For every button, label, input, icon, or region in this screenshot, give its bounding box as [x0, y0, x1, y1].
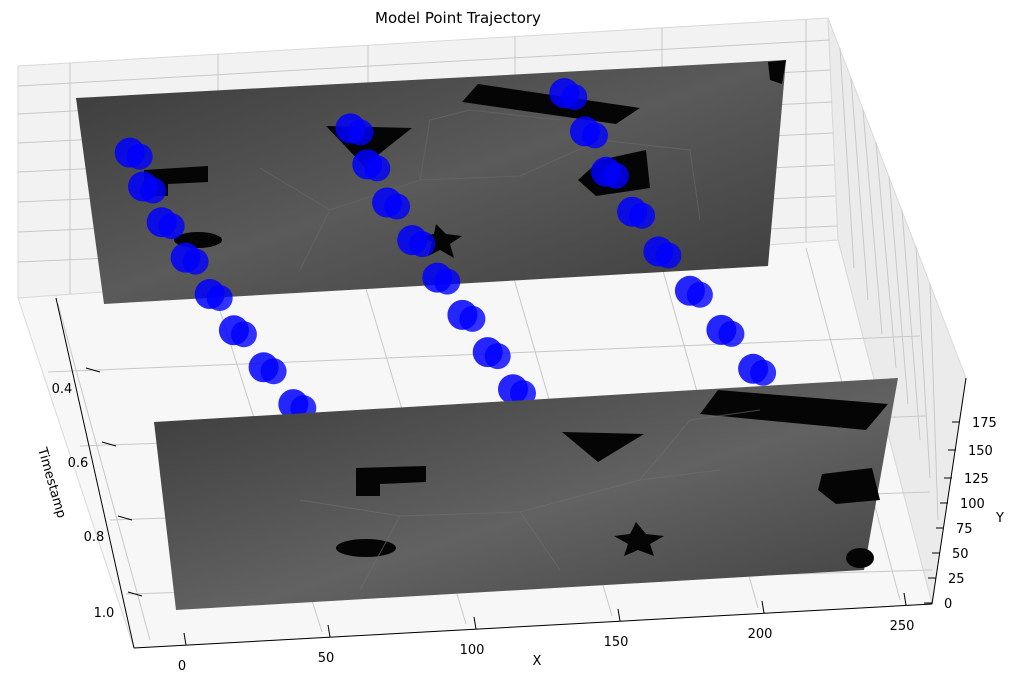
z-axis-label: Timestamp: [34, 445, 69, 520]
x-tick-label: 100: [460, 643, 485, 658]
trajectory-point: [384, 193, 411, 220]
trajectory-point: [582, 122, 608, 149]
trajectory-point: [206, 285, 233, 311]
frame-shape-star: [614, 522, 664, 556]
y-tick-label: 50: [952, 547, 969, 562]
y-tick-label: 125: [964, 472, 989, 487]
frame-shape-l-block: [356, 466, 426, 496]
trajectory-point: [347, 119, 374, 146]
x-axis-line: [133, 603, 933, 649]
tick-mark: [327, 624, 331, 638]
x-tick-label: 150: [604, 635, 629, 650]
frame-shape-rectangle: [462, 84, 640, 124]
x-tick-label: 250: [890, 619, 915, 634]
tick-mark: [903, 592, 907, 606]
tick-mark: [183, 632, 187, 646]
frame-shape-corner: [768, 60, 786, 84]
y-axis-label: Y: [995, 511, 1004, 526]
frame-shape-rectangle: [700, 390, 888, 430]
y-tick-label: 0: [944, 597, 952, 612]
trajectory-point: [182, 248, 209, 275]
z-tick-label: 0.8: [84, 530, 105, 545]
y-tick-label: 150: [968, 444, 993, 459]
frame-shape-corner: [846, 548, 874, 568]
z-axis-line: [55, 297, 135, 649]
x-axis-label: X: [533, 654, 542, 669]
trajectory-point: [140, 177, 166, 204]
x-tick-label: 200: [748, 627, 773, 642]
frame-shape-diamond: [818, 468, 880, 504]
trajectory-point: [484, 343, 511, 370]
axis-ticks: 0 50 100 150 200 250 0 25 50 75 100 125 150 175 0.4 0.6…: [52, 367, 997, 674]
trajectory-point: [629, 202, 656, 229]
frame-shape-triangle: [562, 432, 644, 462]
tick-mark: [127, 591, 143, 597]
tick-mark: [85, 367, 101, 373]
trajectory-point: [434, 268, 461, 295]
tick-mark: [617, 608, 621, 622]
trajectory-point: [603, 162, 629, 189]
event-frame-bottom: [154, 378, 898, 610]
trajectory-point: [126, 143, 153, 170]
trajectory-point: [409, 231, 436, 258]
y-axis-line: [931, 377, 967, 605]
tick-mark: [761, 600, 765, 614]
tick-mark: [117, 515, 133, 521]
x-tick-label: 0: [178, 659, 186, 674]
trajectory-point: [260, 358, 287, 385]
trajectory-point: [655, 242, 682, 269]
trajectory-point: [158, 213, 185, 240]
frame-shape-ellipse: [336, 539, 396, 557]
trajectory-point: [230, 321, 257, 348]
trajectory-point: [686, 281, 713, 308]
z-tick-label: 0.6: [68, 456, 89, 471]
y-tick-label: 100: [960, 497, 985, 512]
trajectory-point: [510, 380, 536, 407]
z-tick-label: 0.4: [52, 382, 73, 397]
x-tick-label: 50: [318, 651, 335, 666]
tick-mark: [101, 441, 117, 447]
z-tick-label: 1.0: [94, 606, 115, 621]
trajectory-point: [364, 155, 391, 182]
y-tick-label: 75: [956, 522, 973, 537]
chart-title: Model Point Trajectory: [375, 9, 541, 27]
trajectory-point: [561, 84, 588, 111]
tick-mark: [473, 616, 477, 630]
axis-lines: [55, 297, 967, 649]
y-tick-label: 175: [972, 416, 997, 431]
trajectory-point: [750, 359, 777, 386]
trajectory-point: [459, 305, 486, 332]
y-tick-label: 25: [948, 572, 965, 587]
trajectory-point: [718, 320, 745, 347]
